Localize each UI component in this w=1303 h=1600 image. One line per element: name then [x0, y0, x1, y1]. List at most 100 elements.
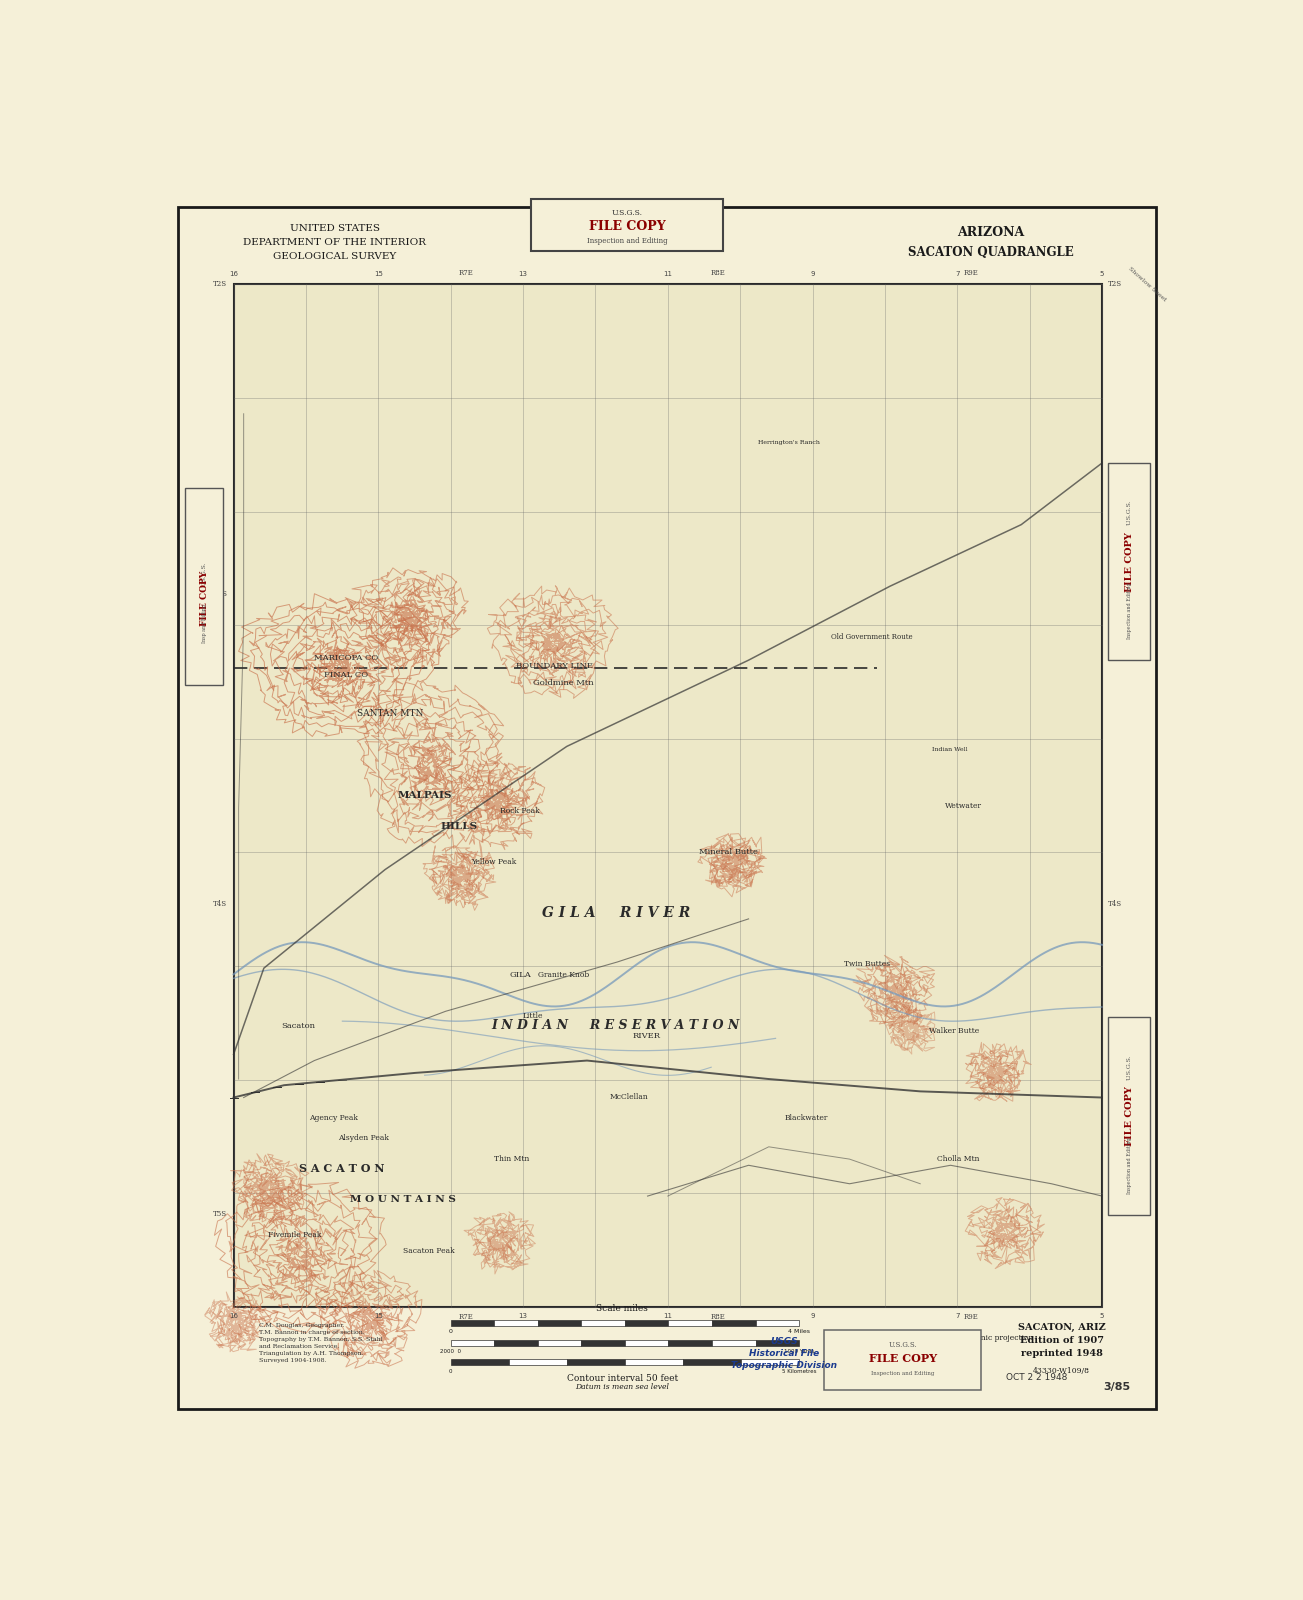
Bar: [668, 1320, 711, 1326]
Text: Walker Butte: Walker Butte: [929, 1027, 980, 1035]
Text: SACATON QUADRANGLE: SACATON QUADRANGLE: [908, 246, 1074, 259]
Bar: [1108, 1018, 1151, 1214]
Text: Alsyden Peak: Alsyden Peak: [339, 1134, 390, 1142]
Text: FILE COPY: FILE COPY: [1124, 1086, 1134, 1146]
Text: Goldmine Mtn: Goldmine Mtn: [533, 678, 594, 686]
Text: 15: 15: [374, 270, 383, 277]
Text: Yellow Peak: Yellow Peak: [472, 858, 517, 866]
Text: 43330-W109/8: 43330-W109/8: [1033, 1368, 1091, 1376]
Text: Scale miles: Scale miles: [597, 1304, 649, 1314]
Text: Old Government Route: Old Government Route: [831, 634, 912, 642]
Text: 5: 5: [1100, 1314, 1104, 1318]
Text: FILE COPY: FILE COPY: [869, 1354, 937, 1365]
Text: FILE COPY: FILE COPY: [589, 219, 666, 234]
Text: R8E: R8E: [711, 269, 726, 277]
Text: S A C A T O N: S A C A T O N: [300, 1163, 384, 1174]
Text: T5S: T5S: [1108, 1210, 1122, 1218]
Text: Inspection and Editing: Inspection and Editing: [872, 1371, 934, 1376]
Bar: [451, 1339, 494, 1346]
Text: T3S: T3S: [1108, 590, 1122, 598]
Text: 9: 9: [810, 270, 814, 277]
Text: Datum is mean sea level: Datum is mean sea level: [576, 1382, 670, 1390]
Text: 1000 Yards: 1000 Yards: [784, 1349, 814, 1354]
Bar: [625, 1320, 668, 1326]
Bar: [185, 488, 224, 685]
Text: Twin Buttes: Twin Buttes: [844, 960, 890, 968]
Bar: [581, 1339, 625, 1346]
Bar: [532, 200, 723, 251]
Text: 11: 11: [663, 270, 672, 277]
Text: 11: 11: [663, 1314, 672, 1318]
Text: HILLS: HILLS: [440, 822, 478, 830]
Text: Wetwater: Wetwater: [945, 802, 981, 810]
Text: FILE COPY: FILE COPY: [199, 571, 208, 626]
Text: Polyconic projection: Polyconic projection: [955, 1334, 1033, 1342]
Bar: [756, 1339, 799, 1346]
Text: SACATON, ARIZ
Edition of 1907
reprinted 1948: SACATON, ARIZ Edition of 1907 reprinted …: [1018, 1323, 1105, 1358]
Text: Blackwater: Blackwater: [784, 1114, 829, 1122]
Bar: [538, 1339, 581, 1346]
Text: 0: 0: [448, 1330, 452, 1334]
Text: U.S.G.S.: U.S.G.S.: [889, 1341, 917, 1349]
Text: 3/85: 3/85: [1104, 1382, 1131, 1392]
Text: MALPAIS: MALPAIS: [397, 790, 452, 800]
Bar: [581, 1320, 625, 1326]
Text: 13: 13: [519, 270, 528, 277]
Text: T2S: T2S: [1108, 280, 1122, 288]
Text: M O U N T A I N S: M O U N T A I N S: [351, 1195, 456, 1205]
Bar: [825, 1330, 981, 1389]
Text: R7E: R7E: [459, 269, 473, 277]
Bar: [625, 1360, 683, 1365]
Text: T3S: T3S: [214, 590, 228, 598]
Text: Fivemile Peak: Fivemile Peak: [267, 1232, 321, 1240]
Text: Sacaton: Sacaton: [281, 1022, 315, 1030]
Text: R7E: R7E: [459, 1314, 473, 1322]
Text: SANTAN MTN: SANTAN MTN: [357, 709, 423, 718]
Text: 4 Miles: 4 Miles: [788, 1330, 810, 1334]
Text: 2000  0: 2000 0: [440, 1349, 461, 1354]
Text: G I L A     R I V E R: G I L A R I V E R: [542, 906, 689, 920]
Bar: [567, 1360, 625, 1365]
Text: Herrington's Ranch: Herrington's Ranch: [758, 440, 821, 445]
Text: Indian Well: Indian Well: [932, 747, 968, 752]
Text: R8E: R8E: [711, 1314, 726, 1322]
Text: Agency Peak: Agency Peak: [309, 1114, 358, 1122]
Text: Insp and Filling: Insp and Filling: [202, 603, 207, 643]
Text: Sacaton Peak: Sacaton Peak: [403, 1246, 455, 1254]
Text: GILA: GILA: [509, 971, 532, 979]
Text: T2S: T2S: [214, 280, 228, 288]
Text: 0: 0: [450, 1368, 452, 1373]
Text: 5: 5: [1100, 270, 1104, 277]
Bar: [451, 1320, 494, 1326]
Text: Inspection and Editing: Inspection and Editing: [1127, 582, 1132, 640]
Bar: [711, 1339, 756, 1346]
Text: Mineral Butte: Mineral Butte: [700, 848, 758, 856]
Text: 7: 7: [955, 1314, 959, 1318]
Text: 16: 16: [229, 1314, 238, 1318]
Text: 13: 13: [519, 1314, 528, 1318]
Text: 7: 7: [955, 270, 959, 277]
Text: U.S.G.S.: U.S.G.S.: [612, 210, 642, 218]
Text: 5 Kilometres: 5 Kilometres: [782, 1368, 816, 1373]
Bar: [494, 1320, 538, 1326]
Text: Rock Peak: Rock Peak: [500, 806, 539, 814]
Text: T5S: T5S: [214, 1210, 228, 1218]
Text: McClellan: McClellan: [610, 1093, 648, 1101]
Bar: [494, 1339, 538, 1346]
Text: R9E: R9E: [963, 1314, 979, 1322]
Text: BOUNDARY LINE: BOUNDARY LINE: [516, 662, 593, 670]
Text: R9E: R9E: [963, 269, 979, 277]
Text: U.S.G.S.: U.S.G.S.: [202, 562, 207, 587]
Text: UNITED STATES
DEPARTMENT OF THE INTERIOR
GEOLOGICAL SURVEY: UNITED STATES DEPARTMENT OF THE INTERIOR…: [244, 224, 426, 261]
Text: C.M. Douglas, Geographer.
T.M. Bannon in charge of section.
Topography by T.M. B: C.M. Douglas, Geographer. T.M. Bannon in…: [259, 1323, 383, 1363]
Text: Inspection and Editing: Inspection and Editing: [1127, 1138, 1132, 1194]
Text: FILE COPY: FILE COPY: [1124, 531, 1134, 592]
Text: ARIZONA: ARIZONA: [958, 227, 1024, 240]
Text: Little: Little: [523, 1011, 543, 1019]
Text: Inspection and Editing: Inspection and Editing: [588, 237, 667, 245]
Text: MARICOPA CO: MARICOPA CO: [314, 654, 379, 662]
Text: U.S.G.S.: U.S.G.S.: [1127, 499, 1132, 525]
Bar: [711, 1320, 756, 1326]
Text: I N D I A N     R E S E R V A T I O N: I N D I A N R E S E R V A T I O N: [491, 1019, 740, 1032]
Text: USGS
Historical File
Topographic Division: USGS Historical File Topographic Divisio…: [731, 1338, 837, 1370]
